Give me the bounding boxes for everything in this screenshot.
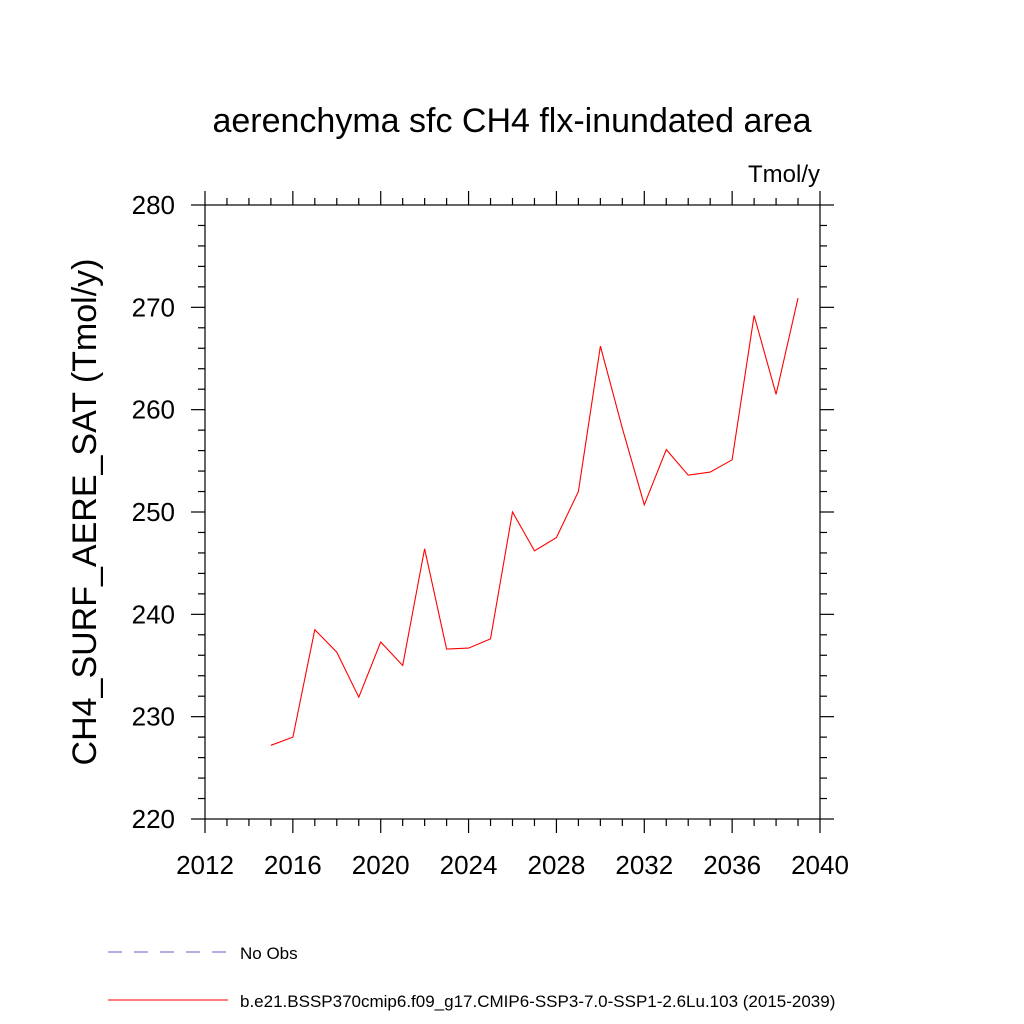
data-point (709, 470, 712, 473)
data-point (357, 696, 360, 699)
x-tick-label: 2036 (703, 850, 761, 880)
axis-ticks: 2012 2016 2020 2024 2028 2032 2036 2040 220 230 24… (132, 190, 849, 880)
data-point (445, 648, 448, 651)
data-point (731, 458, 734, 461)
y-tick-label: 270 (132, 292, 175, 322)
x-tick-label: 2040 (791, 850, 849, 880)
data-point (467, 647, 470, 650)
data-point (401, 664, 404, 667)
data-point (489, 637, 492, 640)
x-tick-label: 2016 (264, 850, 322, 880)
data-point (577, 490, 580, 493)
data-point (621, 426, 624, 429)
data-point (533, 549, 536, 552)
data-point (511, 510, 514, 513)
x-tick-label: 2028 (528, 850, 586, 880)
data-point (774, 393, 777, 396)
data-point (269, 744, 272, 747)
legend-label: No Obs (240, 944, 298, 963)
data-point (796, 297, 799, 300)
data-point (291, 736, 294, 739)
x-tick-label: 2020 (352, 850, 410, 880)
series-line-0 (270, 297, 799, 746)
data-point (555, 536, 558, 539)
units-label: Tmol/y (748, 161, 820, 188)
y-tick-label: 280 (132, 190, 175, 220)
data-point (379, 640, 382, 643)
data-point (687, 474, 690, 477)
data-point (599, 345, 602, 348)
chart-title: aerenchyma sfc CH4 flx-inundated area (212, 102, 811, 140)
y-tick-label: 230 (132, 702, 175, 732)
y-tick-label: 250 (132, 497, 175, 527)
x-tick-label: 2012 (176, 850, 234, 880)
y-axis-label: CH4_SURF_AERE_SAT (Tmol/y) (66, 259, 104, 766)
data-point (643, 503, 646, 506)
data-point (423, 547, 426, 550)
y-tick-label: 260 (132, 395, 175, 425)
data-point (313, 628, 316, 631)
y-tick-label: 220 (132, 804, 175, 834)
legend: No Obs b.e21.BSSP370cmip6.f09_g17.CMIP6-S… (108, 944, 835, 1011)
legend-label: b.e21.BSSP370cmip6.f09_g17.CMIP6-SSP3-7.… (240, 992, 835, 1011)
data-point (335, 651, 338, 654)
x-tick-label: 2024 (440, 850, 498, 880)
data-point (753, 314, 756, 317)
data-point (665, 448, 668, 451)
x-tick-label: 2032 (615, 850, 673, 880)
y-tick-label: 240 (132, 599, 175, 629)
series-layer (269, 297, 799, 747)
